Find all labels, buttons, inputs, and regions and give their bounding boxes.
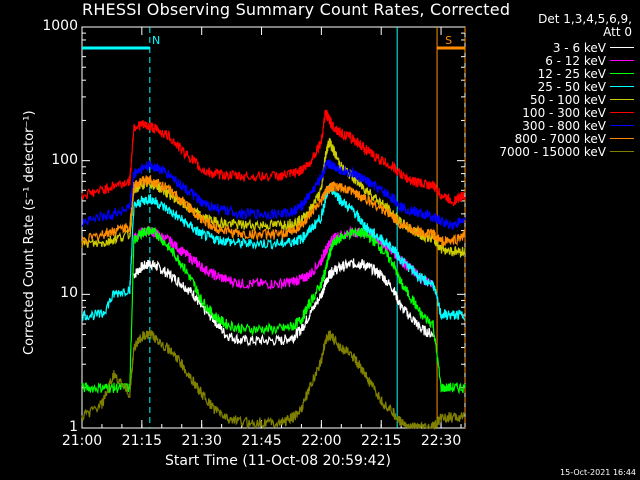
legend-entry: 3 - 6 keV [552,40,634,55]
legend-entry: 12 - 25 keV [537,66,634,81]
legend-label: 300 - 800 keV [522,118,606,133]
legend-label: 7000 - 15000 keV [499,144,606,159]
series-line-4 [81,138,466,259]
y-tick-label: 10 [60,285,78,302]
legend-swatch [610,138,634,139]
legend-label: 100 - 300 keV [522,105,606,120]
series-line-2 [81,226,466,395]
legend-entry: 800 - 7000 keV [514,131,634,146]
y-tick-label: 100 [51,151,78,168]
legend-entry: 7000 - 15000 keV [499,144,634,159]
x-tick-label: 21:15 [121,433,163,449]
x-tick-label: 21:30 [181,433,222,449]
legend-swatch [610,60,634,61]
series-line-0 [133,258,434,347]
legend-swatch [610,112,634,113]
legend-swatch [610,99,634,100]
legend-label: 12 - 25 keV [537,66,606,81]
x-tick-label: 22:15 [361,433,402,449]
legend-entry: 6 - 12 keV [545,53,634,68]
legend-entry: 300 - 800 keV [522,118,634,133]
x-tick-label: 21:45 [241,433,282,449]
marker-label-N: N [152,34,161,47]
legend-swatch [610,125,634,126]
data-series [81,109,466,431]
series-line-7 [81,175,466,247]
series-line-8 [81,329,466,431]
x-tick-label: 21:00 [61,433,103,449]
legend-swatch [610,86,634,87]
y-tick-label: 1 [69,419,78,435]
x-tick-label: 22:00 [301,433,342,449]
y-tick-label: 1000 [42,18,78,34]
series-line-3 [81,183,466,322]
legend-swatch [610,73,634,74]
marker-label-S: S [445,34,453,47]
legend-label: 25 - 50 keV [537,79,606,94]
y-axis-label: Corrected Count Rate (s⁻¹ detector⁻¹) [22,110,37,355]
legend-entry: 25 - 50 keV [537,79,634,94]
chart-title: RHESSI Observing Summary Count Rates, Co… [82,0,511,19]
x-tick-label: 22:30 [420,433,462,449]
legend-swatch [610,47,634,48]
x-axis-label: Start Time (11-Oct-08 20:59:42) [165,453,391,469]
legend-label: 800 - 7000 keV [514,131,606,146]
legend-label: 6 - 12 keV [545,53,606,68]
legend-label: 3 - 6 keV [552,40,606,55]
legend-header-line2: Att 0 [603,25,632,39]
legend-entry: 50 - 100 keV [529,92,634,107]
legend-swatch [610,151,634,152]
series-line-5 [81,109,466,207]
series-line-6 [81,159,466,230]
legend-entry: 100 - 300 keV [522,105,634,120]
timestamp: 15-Oct-2021 16:44 [560,468,636,477]
legend-header-line1: Det 1,3,4,5,6,9, [538,12,632,26]
legend-label: 50 - 100 keV [529,92,606,107]
